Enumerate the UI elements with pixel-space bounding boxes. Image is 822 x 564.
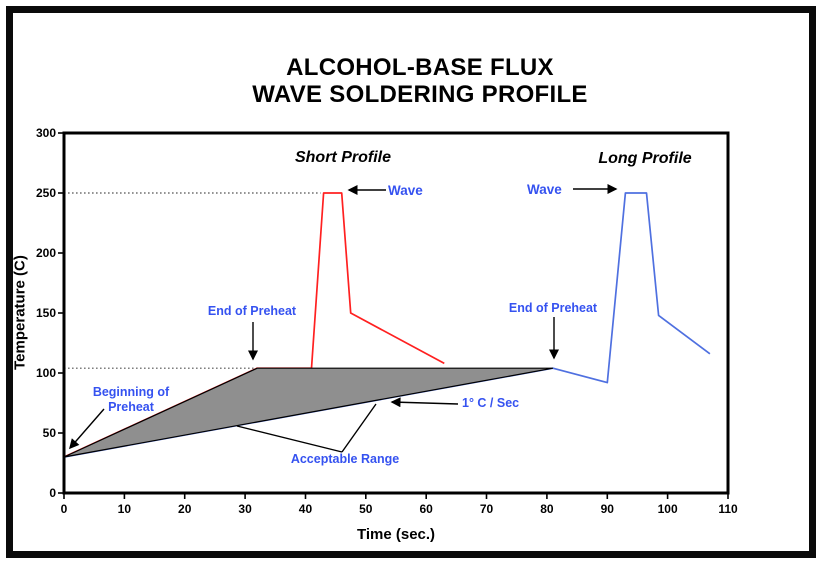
beginning-of-preheat-annotation: Beginning of Preheat xyxy=(92,385,170,414)
rate-arrow xyxy=(390,397,459,408)
x-tick-label: 100 xyxy=(657,502,678,516)
x-tick-label: 0 xyxy=(60,502,68,516)
chart-title-line2: WAVE SOLDERING PROFILE xyxy=(252,81,588,108)
x-tick-label: 10 xyxy=(117,502,132,516)
acceptable-range-leader-left xyxy=(236,425,343,453)
x-tick-label: 50 xyxy=(359,502,373,516)
y-tick-label: 0 xyxy=(49,486,56,500)
wave-annotation-short: Wave xyxy=(388,183,423,198)
x-tick-label: 110 xyxy=(718,502,738,516)
y-tick-label: 200 xyxy=(35,246,56,260)
y-tick-label: 100 xyxy=(35,366,56,380)
x-axis-title: Time (sec.) xyxy=(356,526,436,543)
y-tick-label: 250 xyxy=(35,186,56,200)
y-tick-label: 150 xyxy=(35,306,56,320)
chart-title: ALCOHOL-BASE FLUX WAVE SOLDERING PROFILE xyxy=(90,54,750,108)
acceptable-range-leader-right xyxy=(341,403,377,453)
chart-title-line1: ALCOHOL-BASE FLUX xyxy=(286,54,554,81)
acceptable-range-region xyxy=(63,367,554,458)
rate-annotation: 1° C / Sec xyxy=(462,396,520,410)
wave-annotation-long: Wave xyxy=(527,182,562,197)
x-tick-label: 30 xyxy=(238,502,252,516)
short-profile-label: Short Profile xyxy=(294,149,391,166)
x-tick-label: 40 xyxy=(298,502,313,516)
x-tick-label: 20 xyxy=(178,502,192,516)
long-profile-label: Long Profile xyxy=(598,150,692,167)
beginning-of-preheat-arrow xyxy=(69,408,105,450)
x-tick-label: 70 xyxy=(479,502,494,516)
x-tick-label: 60 xyxy=(419,502,433,516)
y-tick-label: 300 xyxy=(35,126,56,140)
acceptable-range-annotation: Acceptable Range xyxy=(290,452,400,466)
y-tick-label: 50 xyxy=(42,426,56,440)
end-of-preheat-annotation-short: End of Preheat xyxy=(207,304,297,318)
x-tick-label: 80 xyxy=(540,502,554,516)
x-tick-label: 90 xyxy=(600,502,614,516)
end-of-preheat-annotation-long: End of Preheat xyxy=(508,301,598,315)
